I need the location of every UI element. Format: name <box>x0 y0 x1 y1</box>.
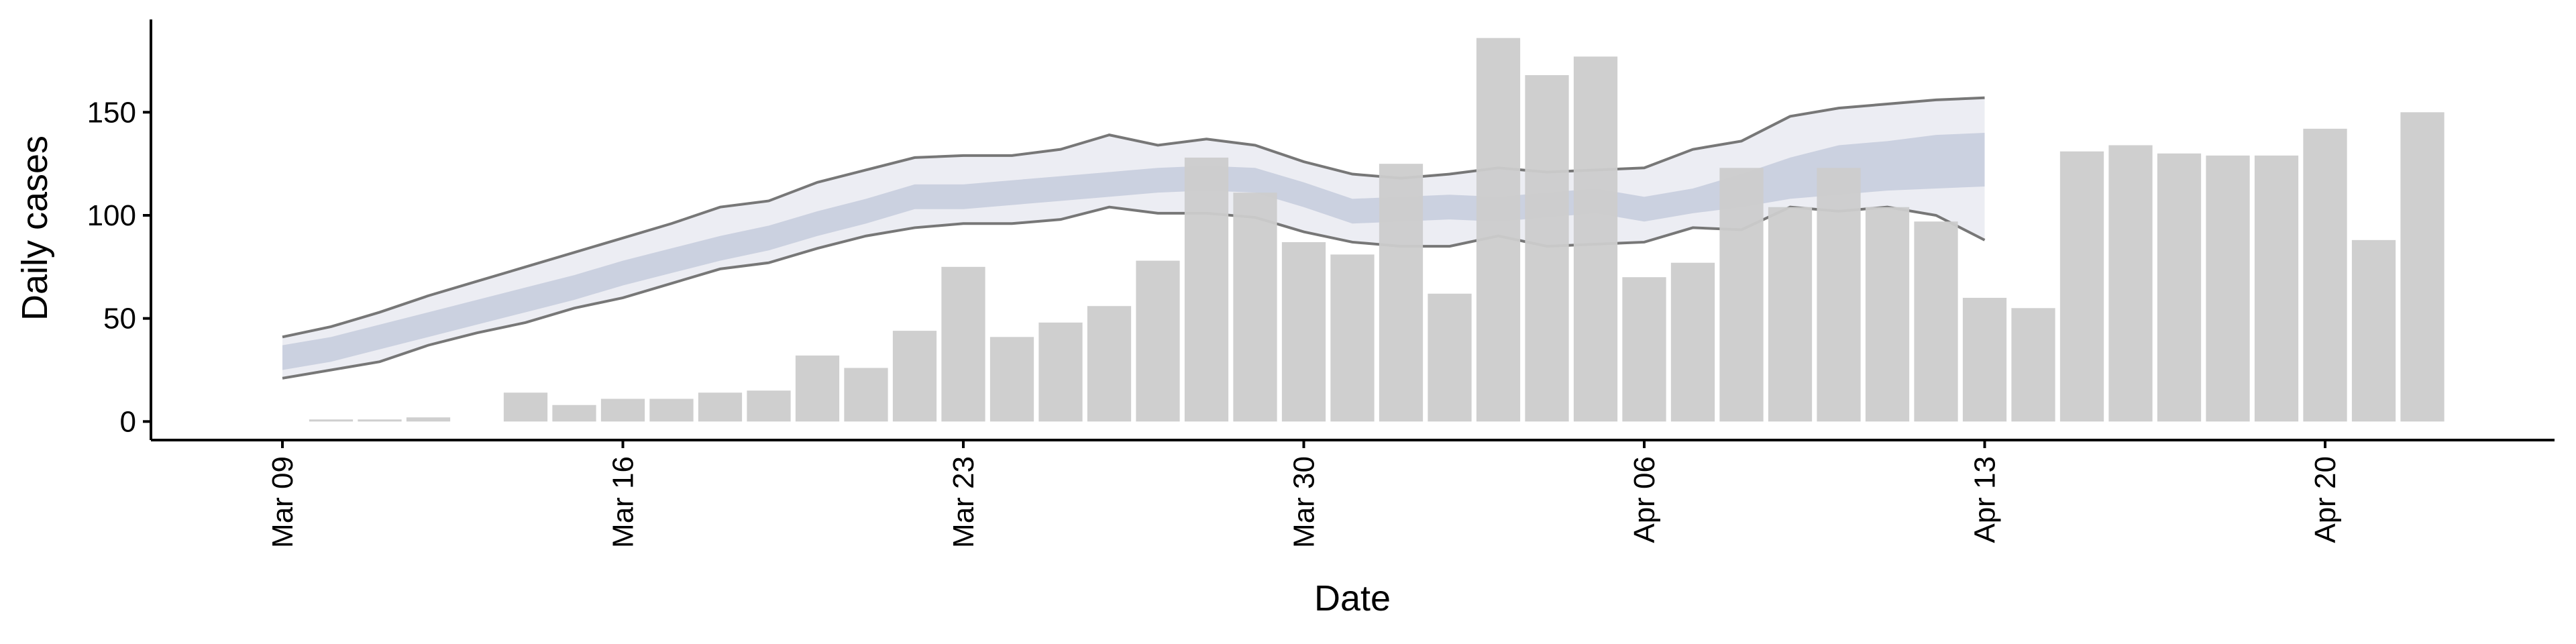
bar <box>2206 155 2250 422</box>
bar <box>1573 56 1618 422</box>
bar <box>358 419 402 422</box>
bar <box>1233 193 1277 422</box>
y-axis-title: Daily cases <box>15 136 55 321</box>
x-tick-label: Apr 20 <box>2309 456 2342 543</box>
bar <box>406 417 451 422</box>
bar <box>1817 168 1861 422</box>
x-tick-label: Mar 30 <box>1288 456 1321 548</box>
y-tick-label: 100 <box>87 199 136 232</box>
bar <box>1281 241 1326 422</box>
bar <box>1719 168 1764 422</box>
bar <box>649 398 694 422</box>
y-tick-label: 150 <box>87 96 136 129</box>
bar <box>844 368 888 422</box>
bar <box>1962 297 2007 422</box>
y-tick-label: 50 <box>103 303 136 335</box>
bar <box>1038 322 1083 422</box>
ribbon-edge <box>282 96 1985 339</box>
bar <box>2059 151 2104 422</box>
bar <box>309 419 354 422</box>
bar <box>2400 112 2445 422</box>
bar <box>795 355 840 422</box>
bar <box>1428 293 1472 422</box>
bar <box>1622 277 1666 422</box>
bar <box>941 266 985 422</box>
bar <box>1087 306 1132 422</box>
ribbon-edge <box>282 205 1986 380</box>
bar <box>2157 153 2202 422</box>
bar <box>1768 207 1813 422</box>
bar <box>552 405 596 422</box>
x-tick-label: Apr 06 <box>1628 456 1661 543</box>
bar <box>1914 221 1958 422</box>
x-tick-label: Mar 23 <box>947 456 980 548</box>
bar <box>1379 164 1424 422</box>
bar <box>747 390 791 422</box>
bar <box>2303 128 2347 422</box>
bar <box>1476 38 1521 422</box>
bar <box>1865 207 1910 422</box>
bar <box>892 331 937 422</box>
x-tick-label: Mar 09 <box>266 456 299 548</box>
bar <box>1330 254 1375 422</box>
bar <box>2108 145 2153 422</box>
x-axis-title: Date <box>1314 578 1391 619</box>
bar <box>1136 260 1180 422</box>
x-tick-label: Mar 16 <box>607 456 640 548</box>
bar <box>2254 155 2299 422</box>
bar <box>503 392 548 422</box>
bar <box>1670 262 1715 422</box>
bar <box>1525 74 1569 422</box>
bar <box>1184 157 1229 422</box>
x-tick-label: Apr 13 <box>1969 456 2002 543</box>
y-tick-label: 0 <box>120 405 136 438</box>
bar <box>2011 308 2055 422</box>
bar <box>989 337 1034 422</box>
bar <box>2351 239 2396 422</box>
bar <box>600 398 645 422</box>
bar <box>698 392 743 422</box>
